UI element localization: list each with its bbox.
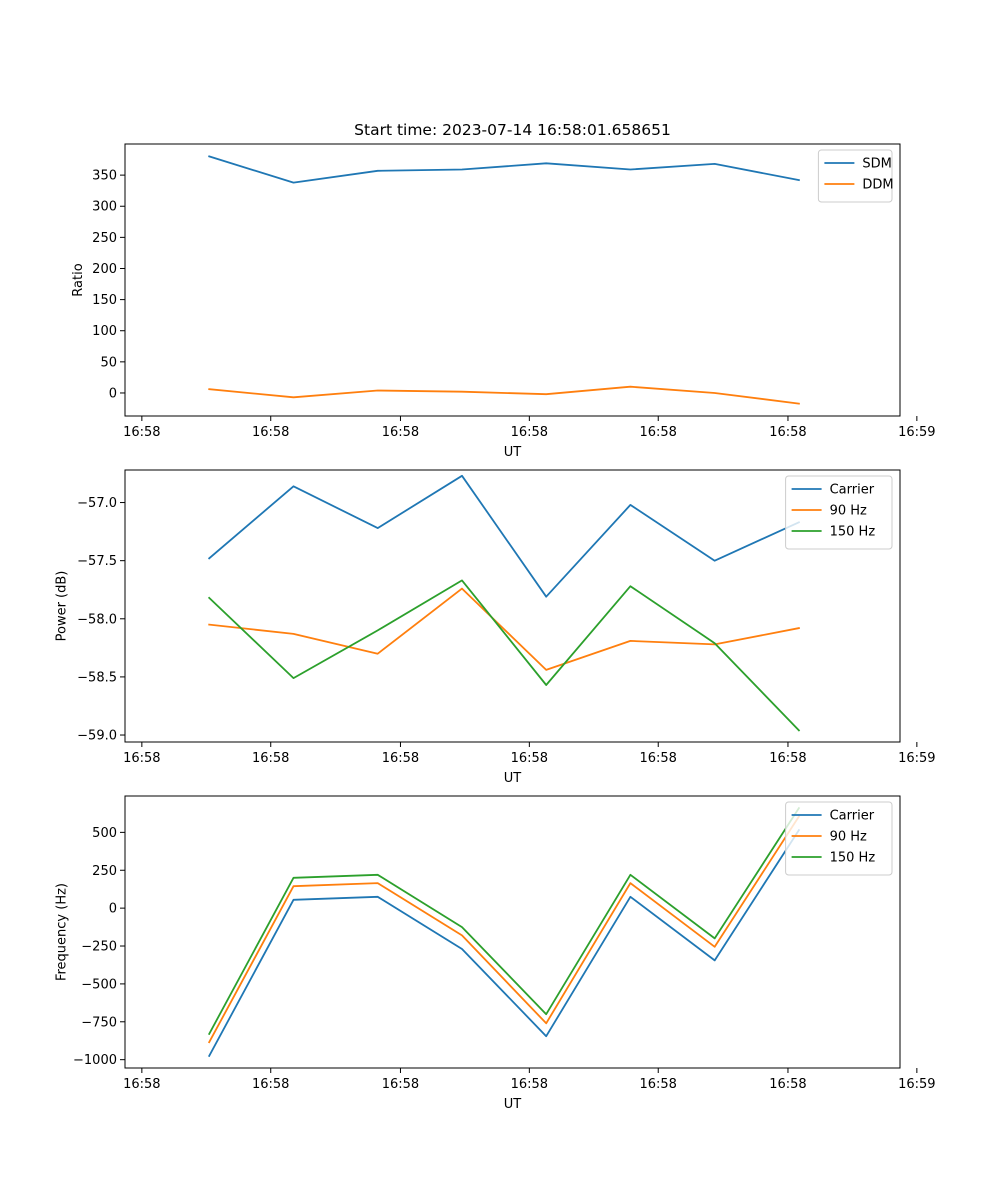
y-tick-label: 300 [92, 200, 117, 215]
x-tick-label: 16:58 [123, 425, 160, 440]
series-line-carrier [207, 474, 801, 598]
legend-label: 90 Hz [830, 504, 867, 519]
chart-title: Start time: 2023-07-14 16:58:01.658651 [354, 121, 671, 139]
y-tick-label: 100 [92, 324, 117, 339]
series-line-150-hz [207, 579, 801, 732]
chart-root: 16:58 16:58 16:58 16:58 16:58 16:58 16:59 0 50 10… [55, 121, 936, 1112]
y-tick-label: 500 [92, 826, 117, 841]
axes-frame [124, 143, 901, 417]
series-line-150-hz [207, 806, 801, 1036]
x-tick-label: 16:58 [382, 425, 419, 440]
x-axis-label: UT [504, 771, 522, 786]
legend-label: 150 Hz [830, 525, 876, 540]
x-tick-label: 16:58 [769, 1077, 806, 1092]
y-tick-label: 0 [109, 902, 117, 917]
series-line-90-hz [207, 815, 801, 1044]
legend-label: 150 Hz [830, 851, 876, 866]
legend: Carrier 90 Hz 150 Hz [785, 801, 893, 876]
series-line-ddm [208, 385, 800, 405]
y-tick-label: −1000 [73, 1053, 117, 1068]
x-tick-label: 16:58 [511, 425, 548, 440]
x-tick-label: 16:58 [639, 1077, 676, 1092]
y-tick-label: −57.0 [77, 496, 117, 511]
y-axis-label: Frequency (Hz) [55, 883, 70, 981]
x-tick-label: 16:58 [511, 1077, 548, 1092]
x-tick-label: 16:58 [252, 1077, 289, 1092]
y-tick-label: −57.5 [77, 554, 117, 569]
y-tick-label: 150 [92, 293, 117, 308]
chart-panel-2: 16:58 16:58 16:58 16:58 16:58 16:58 16:59 −59.0… [55, 469, 936, 786]
x-tick-label: 16:58 [252, 751, 289, 766]
x-tick-label: 16:58 [123, 1077, 160, 1092]
x-tick-label: 16:59 [898, 751, 935, 766]
y-tick-label: 50 [100, 355, 117, 370]
legend: Carrier 90 Hz 150 Hz [785, 475, 893, 550]
axes-frame [124, 469, 901, 743]
axes-frame [124, 795, 901, 1069]
y-tick-label: 250 [92, 231, 117, 246]
legend-label: DDM [862, 178, 893, 193]
series-line-sdm [208, 155, 800, 184]
x-axis-label: UT [504, 1097, 522, 1112]
legend-label: Carrier [830, 809, 875, 824]
x-tick-label: 16:58 [382, 751, 419, 766]
x-tick-label: 16:58 [769, 751, 806, 766]
y-tick-label: 0 [109, 386, 117, 401]
y-tick-label: 350 [92, 169, 117, 184]
y-tick-label: −750 [81, 1015, 117, 1030]
legend-label: Carrier [830, 483, 875, 498]
legend-label: 90 Hz [830, 830, 867, 845]
x-tick-label: 16:58 [252, 425, 289, 440]
legend: SDM DDM [817, 149, 894, 203]
x-tick-label: 16:58 [639, 425, 676, 440]
series-line-90-hz [208, 587, 800, 671]
x-axis-label: UT [504, 445, 522, 460]
y-tick-label: −58.0 [77, 612, 117, 627]
y-tick-label: 250 [92, 864, 117, 879]
y-axis-label: Power (dB) [55, 571, 70, 642]
y-tick-label: −250 [81, 940, 117, 955]
series-line-carrier [207, 828, 801, 1058]
x-tick-label: 16:58 [769, 425, 806, 440]
x-tick-label: 16:59 [898, 425, 935, 440]
y-tick-label: −58.5 [77, 670, 117, 685]
y-tick-label: −500 [81, 977, 117, 992]
chart-panel-3: 16:58 16:58 16:58 16:58 16:58 16:58 16:59 −1000… [55, 795, 936, 1112]
x-tick-label: 16:58 [511, 751, 548, 766]
legend-label: SDM [862, 157, 891, 172]
x-tick-label: 16:58 [123, 751, 160, 766]
y-tick-label: −59.0 [77, 729, 117, 744]
x-tick-label: 16:58 [639, 751, 676, 766]
y-tick-label: 200 [92, 262, 117, 277]
chart-panel-1: 16:58 16:58 16:58 16:58 16:58 16:58 16:59 0 50 10… [71, 121, 935, 460]
x-tick-label: 16:58 [382, 1077, 419, 1092]
x-tick-label: 16:59 [898, 1077, 935, 1092]
y-axis-label: Ratio [71, 263, 86, 296]
